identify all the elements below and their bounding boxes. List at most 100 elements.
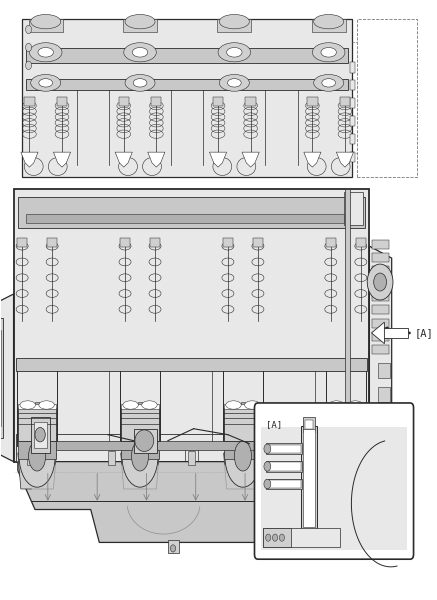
Circle shape bbox=[266, 534, 271, 541]
Bar bbox=[28, 19, 63, 32]
Bar bbox=[18, 197, 365, 228]
Bar bbox=[35, 402, 39, 449]
Ellipse shape bbox=[225, 425, 261, 487]
Polygon shape bbox=[371, 322, 385, 344]
Bar bbox=[266, 461, 302, 472]
Ellipse shape bbox=[132, 441, 149, 471]
Ellipse shape bbox=[367, 264, 393, 300]
Circle shape bbox=[25, 43, 31, 52]
Ellipse shape bbox=[31, 14, 61, 29]
Ellipse shape bbox=[133, 79, 147, 87]
Bar bbox=[350, 134, 355, 145]
Bar bbox=[34, 437, 40, 452]
Bar bbox=[371, 239, 388, 248]
Bar bbox=[343, 192, 363, 225]
Bar bbox=[224, 408, 262, 441]
Bar bbox=[188, 451, 195, 464]
Bar bbox=[26, 214, 343, 223]
Ellipse shape bbox=[124, 43, 156, 62]
Bar bbox=[343, 402, 348, 449]
Bar bbox=[17, 238, 27, 247]
Bar bbox=[108, 451, 114, 464]
Bar bbox=[267, 480, 301, 488]
Bar bbox=[326, 440, 365, 458]
Bar bbox=[378, 387, 390, 402]
Ellipse shape bbox=[218, 43, 251, 62]
Polygon shape bbox=[115, 152, 132, 167]
Circle shape bbox=[25, 61, 31, 70]
Bar bbox=[340, 97, 350, 106]
Bar bbox=[305, 420, 313, 430]
Polygon shape bbox=[121, 453, 160, 489]
Bar bbox=[357, 19, 416, 177]
Bar bbox=[168, 540, 179, 553]
Bar bbox=[241, 402, 245, 449]
Bar bbox=[371, 332, 388, 341]
Text: [A]: [A] bbox=[414, 328, 433, 338]
Bar bbox=[350, 80, 355, 91]
Ellipse shape bbox=[142, 158, 161, 175]
Ellipse shape bbox=[237, 158, 256, 175]
Bar bbox=[26, 48, 348, 63]
Polygon shape bbox=[53, 152, 70, 167]
Polygon shape bbox=[24, 464, 361, 535]
Ellipse shape bbox=[328, 425, 364, 487]
Polygon shape bbox=[369, 246, 392, 461]
Bar bbox=[151, 97, 161, 106]
Ellipse shape bbox=[20, 401, 35, 409]
Bar bbox=[312, 19, 346, 32]
Ellipse shape bbox=[314, 14, 343, 29]
Bar bbox=[14, 189, 369, 461]
Bar bbox=[223, 238, 233, 247]
Bar bbox=[121, 404, 159, 409]
Bar bbox=[327, 408, 364, 441]
Bar bbox=[224, 404, 262, 409]
Ellipse shape bbox=[123, 401, 139, 409]
Ellipse shape bbox=[19, 425, 55, 487]
Polygon shape bbox=[148, 152, 165, 167]
Circle shape bbox=[279, 534, 284, 541]
Polygon shape bbox=[18, 461, 365, 542]
Bar bbox=[26, 79, 348, 90]
Bar bbox=[343, 437, 349, 452]
Ellipse shape bbox=[307, 158, 326, 175]
Bar bbox=[261, 427, 407, 550]
Ellipse shape bbox=[337, 441, 354, 471]
Bar bbox=[371, 292, 388, 301]
Bar bbox=[266, 479, 302, 490]
Ellipse shape bbox=[226, 401, 241, 409]
Ellipse shape bbox=[227, 47, 242, 57]
Polygon shape bbox=[18, 453, 56, 489]
Circle shape bbox=[264, 461, 271, 471]
Ellipse shape bbox=[131, 424, 149, 458]
Bar bbox=[378, 434, 390, 449]
Bar bbox=[18, 408, 56, 441]
Bar bbox=[213, 97, 223, 106]
Ellipse shape bbox=[336, 424, 355, 458]
Ellipse shape bbox=[29, 43, 62, 62]
Ellipse shape bbox=[314, 74, 343, 91]
Bar bbox=[263, 528, 340, 547]
Polygon shape bbox=[326, 453, 365, 489]
Bar bbox=[303, 429, 315, 527]
Bar bbox=[185, 446, 198, 461]
Bar bbox=[0, 318, 3, 437]
Bar bbox=[120, 238, 130, 247]
Ellipse shape bbox=[135, 430, 154, 451]
Bar bbox=[121, 408, 159, 441]
Ellipse shape bbox=[24, 158, 43, 175]
Bar bbox=[266, 443, 302, 454]
Bar bbox=[0, 330, 1, 426]
Text: [A]: [A] bbox=[266, 420, 282, 429]
Bar bbox=[150, 238, 160, 247]
Ellipse shape bbox=[118, 158, 138, 175]
Bar bbox=[378, 411, 390, 426]
Ellipse shape bbox=[219, 14, 250, 29]
Ellipse shape bbox=[322, 79, 336, 87]
Bar bbox=[267, 462, 301, 470]
Ellipse shape bbox=[28, 441, 46, 471]
Polygon shape bbox=[21, 152, 38, 167]
Bar bbox=[16, 434, 367, 461]
Ellipse shape bbox=[331, 158, 350, 175]
Bar bbox=[382, 328, 408, 338]
